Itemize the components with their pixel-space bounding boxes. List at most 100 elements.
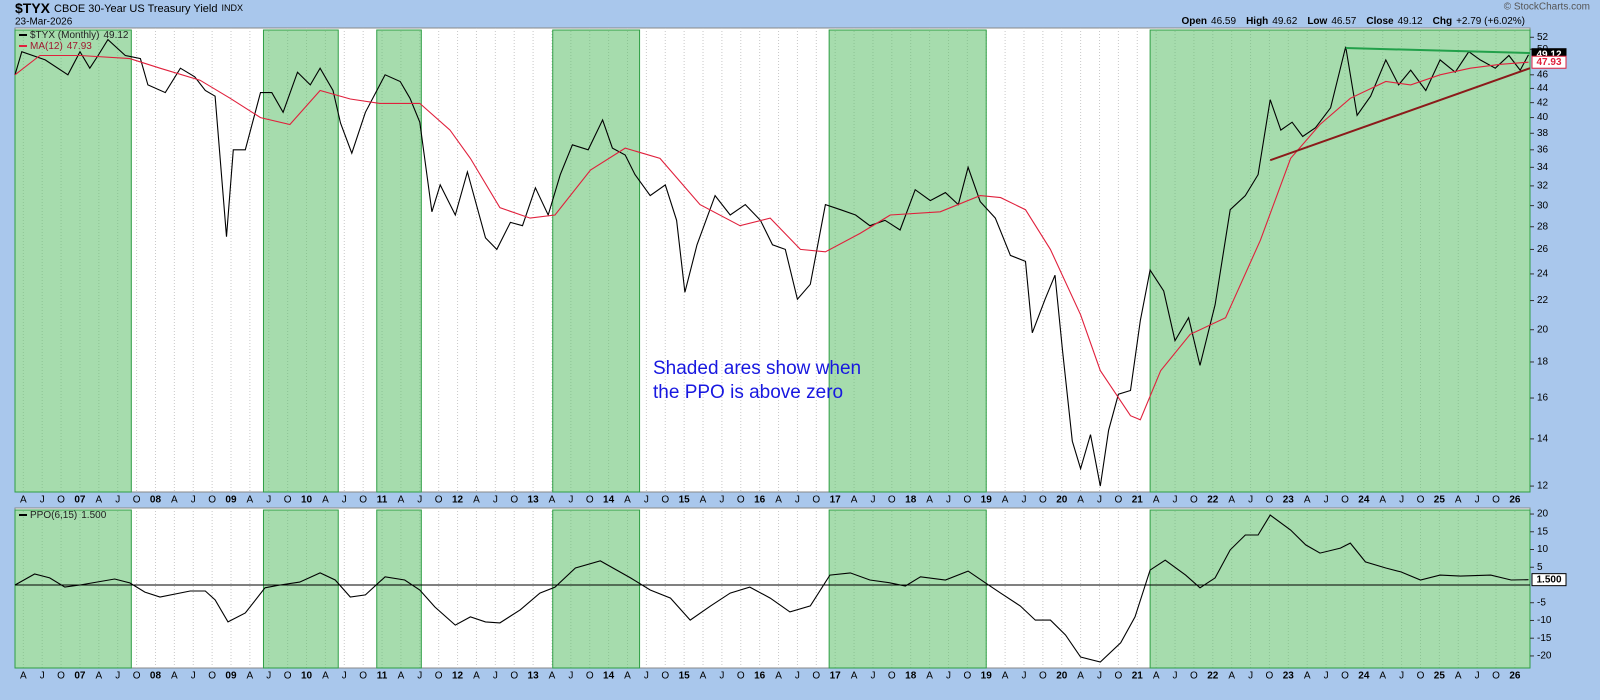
quote-label: Close	[1366, 16, 1394, 27]
x-tick-label: O	[1266, 495, 1274, 506]
x-tick-label: 08	[150, 671, 162, 682]
x-tick-label: 26	[1509, 671, 1521, 682]
shaded-region	[14, 29, 132, 493]
x-tick-label: A	[624, 495, 631, 506]
x-tick-label: O	[586, 671, 594, 682]
y-tick-label: 28	[1537, 221, 1549, 232]
x-tick-label: O	[812, 495, 820, 506]
x-tick-label: J	[870, 671, 875, 682]
x-tick-label: 10	[301, 495, 313, 506]
y-tick-label: 52	[1537, 32, 1549, 43]
y-tick-label: 32	[1537, 181, 1549, 192]
y-tick-label: 14	[1537, 434, 1549, 445]
legend-value: 1.500	[81, 510, 106, 521]
x-tick-label: 14	[603, 495, 615, 506]
x-tick-label: J	[191, 671, 196, 682]
y-tick-label: 18	[1537, 357, 1549, 368]
x-tick-label: O	[208, 495, 216, 506]
y-tick-label: 12	[1537, 481, 1549, 492]
y-tick-label: 34	[1537, 162, 1549, 173]
x-tick-label: O	[1492, 495, 1500, 506]
x-tick-label: O	[661, 671, 669, 682]
series-line	[14, 38, 1529, 487]
y-tick-label: 5	[1537, 562, 1543, 573]
x-tick-label: 25	[1434, 671, 1446, 682]
x-tick-label: J	[946, 671, 951, 682]
x-tick-label: A	[1455, 671, 1462, 682]
shaded-region	[552, 29, 641, 493]
x-tick-label: A	[1002, 495, 1009, 506]
y-tick-label: 20	[1537, 509, 1549, 520]
x-tick-label: J	[719, 495, 724, 506]
x-tick-label: O	[435, 495, 443, 506]
x-tick-label: A	[95, 495, 102, 506]
y-tick-label: -15	[1537, 633, 1552, 644]
legend-entry: $TYX (Monthly) 49.12	[30, 30, 129, 41]
x-tick-label: 16	[754, 495, 766, 506]
x-tick-label: O	[812, 671, 820, 682]
x-tick-label: A	[322, 495, 329, 506]
y-tick-label: 30	[1537, 200, 1549, 211]
x-tick-label: O	[1039, 671, 1047, 682]
x-tick-label: 25	[1434, 495, 1446, 506]
x-tick-label: 11	[377, 495, 388, 506]
x-tick-label: A	[1153, 671, 1160, 682]
x-tick-label: J	[115, 671, 120, 682]
x-tick-label: 17	[830, 671, 842, 682]
x-tick-label: A	[926, 671, 933, 682]
y-tick-label: 44	[1537, 83, 1549, 94]
x-tick-label: O	[284, 495, 292, 506]
legend-entry: PPO(6,15) 1.500	[30, 510, 107, 521]
x-tick-label: O	[284, 671, 292, 682]
x-tick-label: J	[493, 671, 498, 682]
x-tick-label: O	[888, 671, 896, 682]
quote: Open 46.59 High 49.62 Low 46.57 Close 49.12 Chg +…	[1181, 16, 1525, 27]
x-tick-label: O	[435, 671, 443, 682]
shaded-region	[376, 509, 422, 669]
value-badge	[1531, 573, 1567, 587]
x-tick-label: A	[20, 495, 27, 506]
x-tick-label: A	[1002, 671, 1009, 682]
x-tick-label: J	[1173, 671, 1178, 682]
x-tick-label: A	[1455, 495, 1462, 506]
y-tick-label: -5	[1537, 597, 1546, 608]
x-tick-label: O	[1341, 671, 1349, 682]
x-tick-label: A	[1228, 671, 1235, 682]
x-tick-label: A	[1153, 495, 1160, 506]
x-tick-label: J	[266, 671, 271, 682]
x-tick-label: J	[1324, 495, 1329, 506]
x-tick-label: O	[1341, 495, 1349, 506]
date: 23-Mar-2026	[15, 17, 73, 28]
quote-label: High	[1246, 16, 1268, 27]
x-tick-label: A	[549, 495, 556, 506]
x-tick-label: A	[1304, 671, 1311, 682]
x-tick-label: O	[586, 495, 594, 506]
x-tick-label: A	[851, 671, 858, 682]
x-tick-label: O	[57, 671, 65, 682]
y-tick-label: 46	[1537, 69, 1549, 80]
x-tick-label: J	[1097, 671, 1102, 682]
x-tick-label: A	[549, 671, 556, 682]
legend-name: PPO(6,15)	[30, 510, 77, 521]
x-tick-label: A	[171, 495, 178, 506]
x-tick-label: O	[888, 495, 896, 506]
x-tick-label: J	[1248, 671, 1253, 682]
y-tick-label: 26	[1537, 244, 1549, 255]
x-tick-label: A	[322, 671, 329, 682]
x-tick-label: 22	[1207, 495, 1219, 506]
y-tick-label: 38	[1537, 128, 1549, 139]
x-tick-label: A	[1077, 671, 1084, 682]
shaded-region	[828, 509, 987, 669]
plot-layer: A J O 07 A J O 08 A J O 09 A J O 10 A J O 11 A J O 12 A J O 13 A J O 14…	[14, 28, 1567, 682]
x-tick-label: A	[775, 671, 782, 682]
x-tick-label: O	[133, 671, 141, 682]
x-tick-label: J	[644, 671, 649, 682]
x-tick-label: 10	[301, 671, 313, 682]
x-tick-label: A	[1304, 495, 1311, 506]
x-tick-label: 15	[679, 495, 691, 506]
y-tick-label: 10	[1537, 544, 1549, 555]
quote-label: Chg	[1433, 16, 1452, 27]
x-tick-label: O	[1115, 671, 1123, 682]
x-tick-label: A	[1077, 495, 1084, 506]
x-tick-label: 23	[1283, 495, 1295, 506]
